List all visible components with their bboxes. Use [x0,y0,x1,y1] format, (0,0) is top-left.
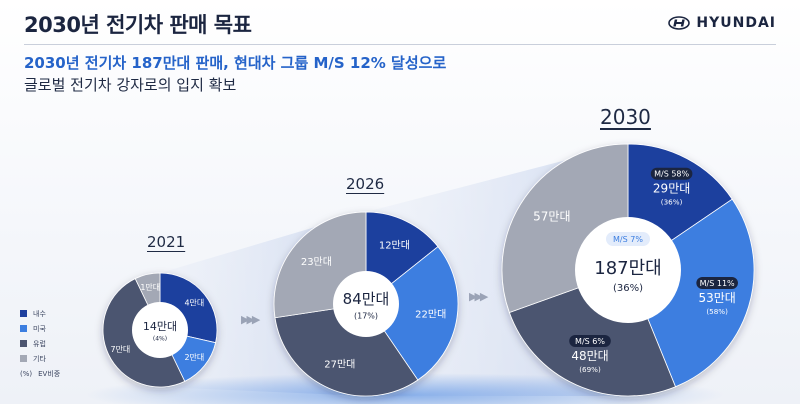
legend-item-ev-share: (%) EV비중 [20,366,60,381]
ev-share-label: (4%) [153,335,167,342]
slice-value-label: 2만대 [184,353,204,362]
legend-item-europe: 유럽 [20,336,60,351]
slice-share-label: (69%) [579,365,601,374]
year-label-2021: 2021 [147,233,186,251]
slice-value-label: 57만대 [533,210,570,224]
subtitle-subline: 글로벌 전기차 강자로의 입지 확보 [24,76,237,94]
slice-value-label: 7만대 [110,345,130,354]
brand-logo: HYUNDAI [668,15,776,31]
legend-label: 기타 [33,354,46,363]
ms-total-text: M/S 7% [613,235,643,244]
legend-marker: (%) [20,369,33,378]
ms-badge [650,167,693,180]
slice-value-label: 23만대 [301,256,332,268]
arrow-right-icon: ▶▶▶ [241,313,260,326]
pie-slice-미국 [365,246,459,381]
pie-slice-미국 [627,198,755,388]
slice-value-label: 27만대 [324,358,355,370]
ms-badge-text: M/S 58% [654,169,689,178]
pie-slice-유럽 [274,303,419,397]
ms-total-badge [606,232,650,246]
legend-label: EV비중 [38,369,61,378]
slice-value-label: 29만대 [653,182,690,196]
legend-label: 유럽 [33,339,46,348]
header-bar: 2030년 전기차 판매 목표 HYUNDAI [0,0,800,42]
arrow-right-icon: ▶▶▶ [469,290,488,303]
ev-share-label: (17%) [354,311,378,320]
pie-center [575,217,681,323]
header-divider [24,44,776,45]
page-title: 2030년 전기차 판매 목표 [24,13,252,37]
total-sales-label: 84만대 [343,290,390,308]
subtitle-headline: 2030년 전기차 187만대 판매, 현대차 그룹 M/S 12% 달성으로 [24,54,447,72]
slice-value-label: 4만대 [184,298,204,307]
legend-swatch [20,340,27,347]
slice-value-label: 48만대 [571,349,608,363]
legend-label: 내수 [33,309,46,318]
legend-item-domestic: 내수 [20,306,60,321]
slice-value-label: 53만대 [698,291,735,305]
year-label-2030: 2030 [600,105,651,129]
slice-share-label: (36%) [661,198,683,207]
ms-badge-text: M/S 6% [575,337,605,346]
pie-center [333,271,399,337]
legend: 내수 미국 유럽 기타 (%) EV비중 [20,306,60,381]
legend-item-other: 기타 [20,351,60,366]
ms-badge [696,276,738,289]
hyundai-emblem-icon [668,16,691,30]
legend-swatch [20,325,27,332]
total-sales-label: 14만대 [143,320,177,333]
ms-badge-text: M/S 11% [700,279,735,288]
legend-swatch [20,310,27,317]
legend-item-us: 미국 [20,321,60,336]
ms-badge [569,335,611,348]
slice-value-label: 1만대 [140,283,160,292]
legend-swatch [20,355,27,362]
floor-glow [85,373,725,404]
slice-share-label: (58%) [706,307,728,316]
pie-center [132,302,188,358]
legend-label: 미국 [33,324,46,333]
slice-value-label: 12만대 [379,240,410,252]
ev-share-label: (36%) [613,283,643,294]
brand-wordmark: HYUNDAI [696,15,776,31]
slice-value-label: 22만대 [415,308,446,320]
year-label-2026: 2026 [346,175,385,193]
total-sales-label: 187만대 [594,258,661,279]
